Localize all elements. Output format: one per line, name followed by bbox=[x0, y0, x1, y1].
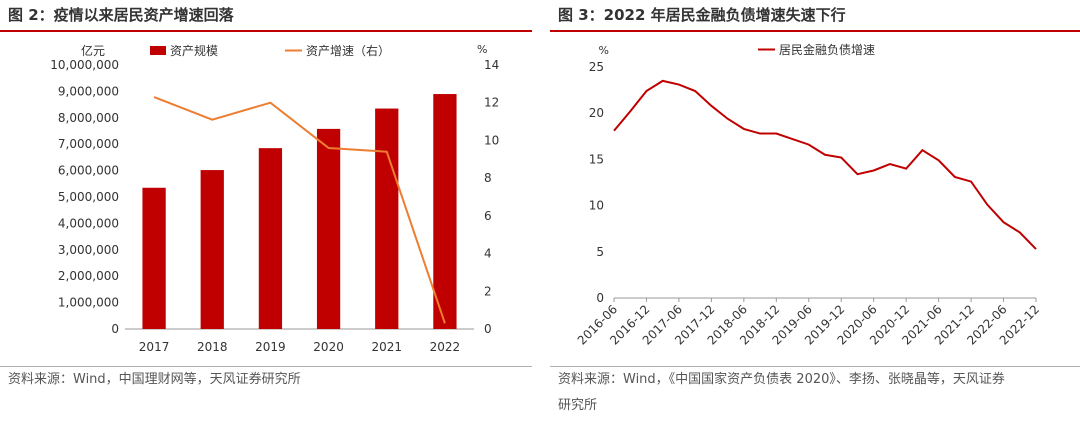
y-right-unit: % bbox=[477, 43, 487, 56]
y-right-tick-label: 12 bbox=[484, 96, 499, 110]
y-right-tick-label: 14 bbox=[484, 58, 499, 72]
left-figure-title: 图 2：疫情以来居民资产增速回落 bbox=[8, 6, 234, 24]
left-source-rule bbox=[0, 366, 532, 367]
y-right-tick-label: 10 bbox=[484, 133, 499, 147]
y-tick-label: 15 bbox=[589, 152, 604, 166]
legend-line-label: 资产增速（右） bbox=[306, 43, 390, 58]
bar-2017 bbox=[142, 187, 166, 329]
x-tick-label: 2017 bbox=[139, 340, 170, 354]
y-left-unit: 亿元 bbox=[81, 43, 105, 58]
bar-2021 bbox=[375, 108, 399, 329]
left-title-rule bbox=[0, 30, 532, 32]
right-title-rule bbox=[550, 30, 1080, 32]
x-tick-label: 2019 bbox=[255, 340, 286, 354]
y-right-tick-label: 4 bbox=[484, 247, 492, 261]
y-right-tick-label: 8 bbox=[484, 171, 492, 185]
bar-2022 bbox=[433, 94, 457, 329]
y-unit: % bbox=[599, 44, 609, 57]
y-tick-label: 20 bbox=[589, 106, 604, 120]
asset-chart: 0 1,000,000 2,000,000 3,000,000 4,000,000 5,0… bbox=[50, 43, 499, 354]
y-left-tick-label: 1,000,000 bbox=[58, 296, 119, 310]
right-source-line2: 研究所 bbox=[558, 398, 598, 413]
x-tick-label: 2021 bbox=[371, 340, 402, 354]
y-left-tick-label: 4,000,000 bbox=[58, 216, 119, 230]
x-tick-label: 2022 bbox=[430, 340, 461, 354]
x-tick-label: 2020 bbox=[313, 340, 344, 354]
y-right-tick-label: 2 bbox=[484, 284, 492, 298]
debt-chart: 0510152025%2016-062016-122017-062017-122… bbox=[575, 42, 1042, 348]
debt-growth-line bbox=[613, 79, 1037, 250]
bar-2020 bbox=[316, 128, 341, 329]
right-figure: 图 3：2022 年居民金融负债增速失速下行 0 5 10 15 20 25% 2016-0… bbox=[550, 0, 1080, 419]
right-figure-title: 图 3：2022 年居民金融负债增速失速下行 bbox=[558, 6, 846, 24]
y-left-tick-label: 2,000,000 bbox=[58, 269, 119, 283]
y-left-tick-label: 6,000,000 bbox=[58, 164, 119, 178]
y-left-tick-label: 7,000,000 bbox=[58, 137, 119, 151]
legend-bar-swatch bbox=[150, 46, 166, 55]
y-right-tick-label: 6 bbox=[484, 209, 492, 223]
y-left-tick-label: 5,000,000 bbox=[58, 190, 119, 204]
right-source-rule bbox=[550, 366, 1080, 367]
y-left-tick-label: 10,000,000 bbox=[50, 58, 119, 72]
y-tick-label: 5 bbox=[596, 245, 604, 259]
y-left-tick-label: 9,000,000 bbox=[58, 84, 119, 98]
x-tick-label: 2018 bbox=[197, 340, 228, 354]
bar-2019 bbox=[258, 148, 283, 329]
y-tick-label: 25 bbox=[589, 60, 604, 74]
y-left-tick-label: 8,000,000 bbox=[58, 111, 119, 125]
y-tick-label: 0 bbox=[596, 291, 604, 305]
legend-line-label: 居民金融负债增速 bbox=[779, 42, 875, 57]
legend-bar-label: 资产规模 bbox=[170, 43, 218, 58]
bar-2018 bbox=[200, 170, 224, 329]
left-source: 资料来源：Wind，中国理财网等，天风证券研究所 bbox=[8, 372, 301, 387]
y-right-tick-label: 0 bbox=[484, 322, 492, 336]
y-left-tick-label: 0 bbox=[111, 322, 119, 336]
right-source-line1: 资料来源：Wind，《中国国家资产负债表 2020》、李扬、张晓晶等，天风证券 bbox=[558, 372, 1005, 387]
growth-line bbox=[153, 96, 446, 324]
y-left-tick-label: 3,000,000 bbox=[58, 243, 119, 257]
y-tick-label: 10 bbox=[589, 199, 604, 213]
left-figure: 图 2：疫情以来居民资产增速回落 0 1,000,000 2,000,000 3,00… bbox=[0, 0, 532, 393]
